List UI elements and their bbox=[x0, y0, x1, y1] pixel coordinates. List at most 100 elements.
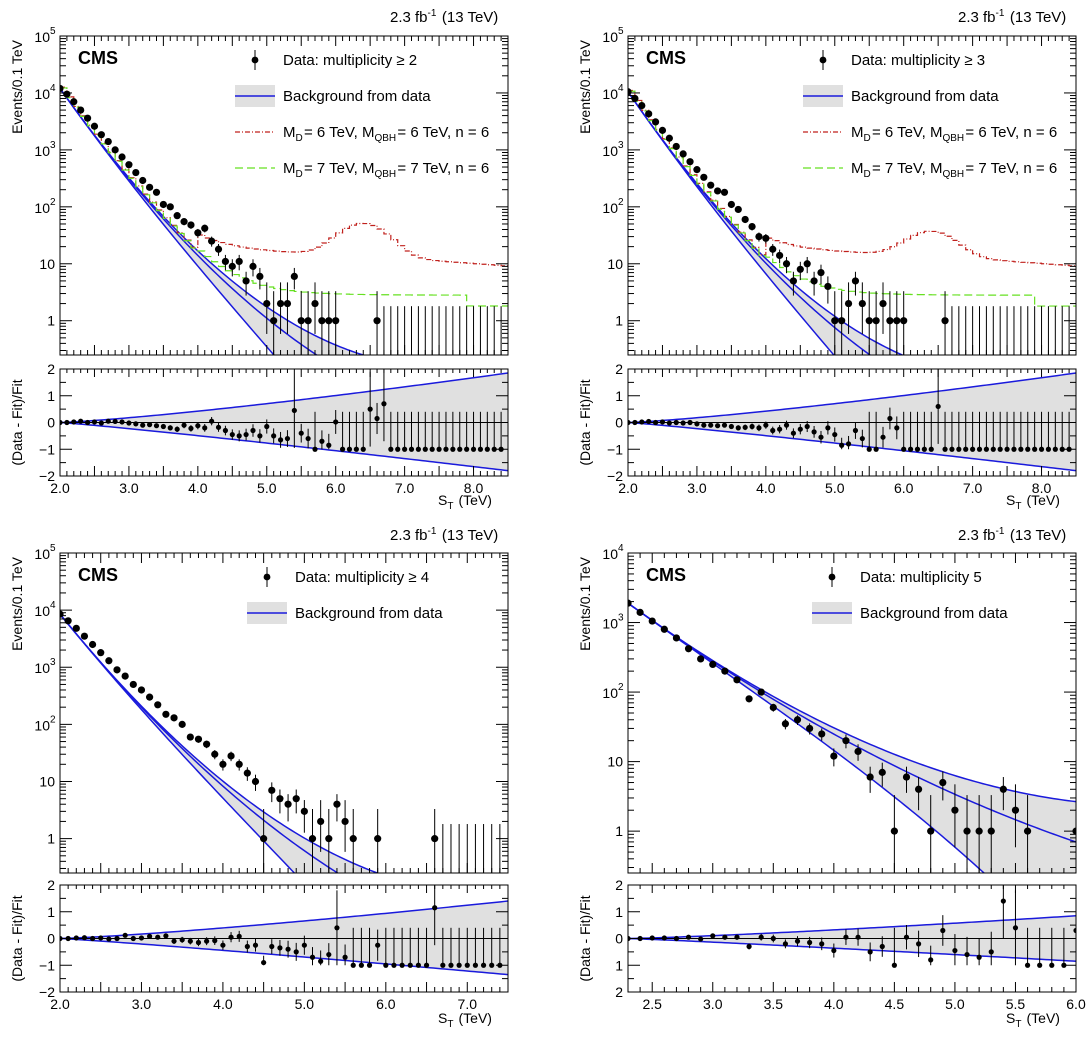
ratio-point bbox=[472, 962, 479, 968]
legend-data-marker bbox=[251, 56, 259, 64]
ratio-point bbox=[1012, 925, 1019, 931]
x-tick-label: 2.0 bbox=[50, 480, 70, 496]
ratio-point bbox=[652, 419, 659, 426]
legend-label: Data: multiplicity 5 bbox=[860, 569, 982, 586]
data-point bbox=[297, 317, 305, 325]
data-point bbox=[636, 608, 644, 616]
cms-label: CMS bbox=[78, 48, 118, 68]
legend-label: Background from data bbox=[295, 605, 443, 622]
ratio-point bbox=[866, 446, 872, 452]
data-point bbox=[70, 98, 78, 106]
data-point bbox=[311, 299, 319, 308]
ratio-y-tick-label: 2 bbox=[615, 877, 623, 893]
data-point bbox=[325, 835, 333, 843]
ratio-point bbox=[215, 424, 222, 430]
data-point bbox=[214, 245, 223, 253]
data-point bbox=[709, 660, 717, 668]
data-point bbox=[173, 212, 181, 220]
ratio-point bbox=[174, 426, 180, 432]
ratio-point bbox=[491, 446, 497, 452]
data-points bbox=[628, 599, 1076, 873]
ratio-y-tick-label: −1 bbox=[607, 441, 623, 457]
legend-label: Data: multiplicity ≥ 2 bbox=[283, 52, 417, 69]
data-point bbox=[162, 710, 170, 718]
ratio-point bbox=[250, 427, 256, 434]
data-point bbox=[803, 260, 811, 268]
data-point bbox=[818, 730, 826, 738]
x-tick-label: 6.0 bbox=[376, 996, 396, 1012]
data-point bbox=[159, 200, 167, 209]
data-point bbox=[113, 666, 121, 674]
data-point bbox=[201, 224, 209, 232]
data-point bbox=[854, 747, 862, 756]
ratio-point bbox=[734, 934, 740, 940]
ratio-point bbox=[782, 941, 789, 947]
data-point bbox=[139, 176, 147, 185]
ratio-point bbox=[915, 941, 922, 947]
ratio-point bbox=[1024, 962, 1031, 968]
ratio-point bbox=[894, 425, 900, 431]
ratio-point bbox=[710, 933, 716, 939]
top-plot-area bbox=[60, 613, 380, 873]
ratio-point bbox=[901, 446, 907, 452]
ratio-point bbox=[1061, 962, 1067, 968]
ratio-point bbox=[252, 942, 259, 948]
data-point bbox=[941, 317, 949, 325]
ratio-point bbox=[264, 423, 270, 430]
y-axis-title-top: Events/0.1 TeV bbox=[577, 556, 593, 651]
top-frame bbox=[627, 35, 1077, 356]
ratio-point bbox=[98, 935, 104, 941]
y-axis-title-ratio: (Data - Fit)/Fit bbox=[9, 895, 25, 981]
ratio-point bbox=[71, 419, 77, 425]
legend-data-marker bbox=[819, 56, 827, 64]
ratio-point bbox=[990, 446, 996, 452]
y-axis-title-ratio: (Data - Fit)/Fit bbox=[577, 895, 593, 981]
data-point bbox=[64, 617, 72, 625]
data-point bbox=[660, 625, 668, 633]
ratio-point bbox=[456, 962, 462, 968]
ratio-point bbox=[291, 407, 297, 414]
ratio-point bbox=[204, 938, 210, 944]
data-point bbox=[865, 317, 873, 325]
fit-central-line bbox=[628, 91, 872, 355]
data-point bbox=[283, 299, 292, 308]
data-point bbox=[748, 222, 756, 231]
ratio-point bbox=[346, 446, 353, 452]
data-point bbox=[276, 795, 284, 803]
ratio-point bbox=[728, 423, 734, 430]
ratio-point bbox=[98, 420, 104, 426]
fit-lower-line bbox=[628, 91, 835, 355]
ratio-point bbox=[646, 418, 652, 425]
data-point bbox=[769, 703, 777, 712]
ratio-point bbox=[112, 418, 118, 425]
data-point bbox=[77, 106, 85, 114]
data-point bbox=[63, 90, 71, 98]
y-tick-exponent: 5 bbox=[50, 543, 56, 554]
legend-label: MD = 7 TeV, MQBH = 7 TeV, n = 6 bbox=[283, 160, 489, 180]
ratio-point bbox=[408, 446, 415, 452]
data-point bbox=[170, 714, 178, 722]
ratio-point bbox=[749, 423, 755, 430]
ratio-point bbox=[342, 954, 348, 960]
data-point bbox=[105, 657, 113, 665]
data-point bbox=[658, 126, 667, 134]
ratio-point bbox=[661, 935, 667, 941]
data-point bbox=[137, 686, 146, 694]
x-tick-label: 7.0 bbox=[963, 480, 983, 496]
legend-label: MD = 6 TeV, MQBH = 6 TeV, n = 6 bbox=[851, 124, 1057, 144]
data-point bbox=[648, 617, 656, 625]
data-point bbox=[152, 188, 161, 196]
ratio-y-tick-label: 2 bbox=[615, 984, 623, 1000]
ratio-point bbox=[319, 438, 325, 444]
data-point bbox=[927, 827, 935, 835]
ratio-y-tick-label: 1 bbox=[615, 388, 623, 404]
ratio-point bbox=[1000, 898, 1006, 904]
ratio-point bbox=[859, 435, 865, 442]
data-point bbox=[638, 101, 646, 110]
data-point bbox=[251, 777, 260, 786]
data-point bbox=[693, 166, 701, 174]
y-tick-label: 10 bbox=[34, 29, 50, 45]
y-tick-label: 10 bbox=[34, 86, 50, 102]
data-point bbox=[83, 114, 92, 122]
